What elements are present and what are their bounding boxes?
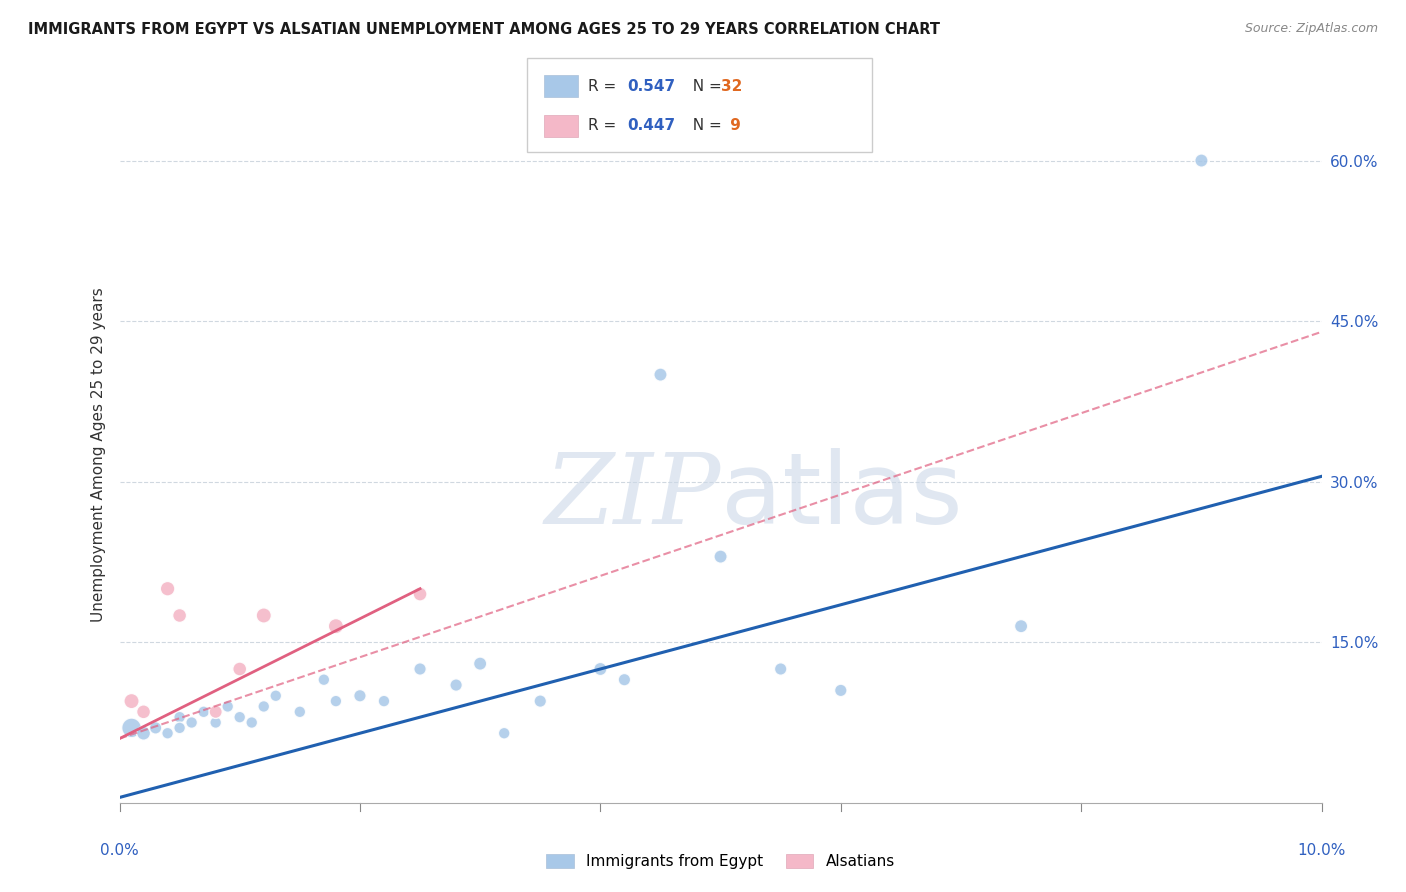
Point: [169, 608, 191, 623]
Point: [121, 721, 143, 735]
Point: [169, 721, 191, 735]
Point: [769, 662, 792, 676]
Text: R =: R =: [588, 78, 621, 94]
Text: atlas: atlas: [720, 448, 962, 545]
Point: [193, 705, 215, 719]
Y-axis label: Unemployment Among Ages 25 to 29 years: Unemployment Among Ages 25 to 29 years: [90, 287, 105, 623]
Text: ZIP: ZIP: [544, 449, 720, 544]
Point: [253, 608, 276, 623]
Point: [1010, 619, 1032, 633]
Point: [325, 694, 347, 708]
Text: 9: 9: [725, 119, 741, 134]
Point: [409, 662, 432, 676]
Text: 0.0%: 0.0%: [100, 843, 139, 858]
Point: [409, 587, 432, 601]
Point: [169, 710, 191, 724]
Point: [204, 715, 226, 730]
Point: [264, 689, 287, 703]
Point: [132, 726, 155, 740]
Text: Source: ZipAtlas.com: Source: ZipAtlas.com: [1244, 22, 1378, 36]
Point: [145, 721, 167, 735]
Point: [1189, 153, 1212, 168]
Point: [180, 715, 202, 730]
Point: [613, 673, 636, 687]
Text: N =: N =: [683, 78, 727, 94]
Point: [444, 678, 467, 692]
Point: [204, 705, 226, 719]
Text: R =: R =: [588, 119, 621, 134]
Point: [253, 699, 276, 714]
Text: 32: 32: [721, 78, 742, 94]
Point: [132, 705, 155, 719]
Text: 0.547: 0.547: [627, 78, 675, 94]
Point: [650, 368, 672, 382]
Point: [240, 715, 263, 730]
Point: [156, 582, 179, 596]
Point: [121, 694, 143, 708]
Point: [325, 619, 347, 633]
Text: 10.0%: 10.0%: [1298, 843, 1346, 858]
Point: [529, 694, 551, 708]
Text: N =: N =: [683, 119, 727, 134]
Point: [709, 549, 731, 564]
Legend: Immigrants from Egypt, Alsatians: Immigrants from Egypt, Alsatians: [540, 848, 901, 875]
Point: [228, 662, 252, 676]
Point: [349, 689, 371, 703]
Point: [494, 726, 516, 740]
Point: [589, 662, 612, 676]
Point: [468, 657, 492, 671]
Point: [830, 683, 852, 698]
Point: [312, 673, 335, 687]
Point: [156, 726, 179, 740]
Point: [288, 705, 311, 719]
Point: [217, 699, 239, 714]
Point: [228, 710, 252, 724]
Text: 0.447: 0.447: [627, 119, 675, 134]
Text: IMMIGRANTS FROM EGYPT VS ALSATIAN UNEMPLOYMENT AMONG AGES 25 TO 29 YEARS CORRELA: IMMIGRANTS FROM EGYPT VS ALSATIAN UNEMPL…: [28, 22, 941, 37]
Point: [373, 694, 395, 708]
